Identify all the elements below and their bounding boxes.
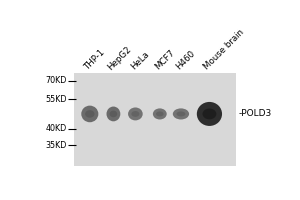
Text: THP-1: THP-1 bbox=[83, 48, 108, 72]
Text: -POLD3: -POLD3 bbox=[238, 109, 272, 118]
Ellipse shape bbox=[106, 107, 120, 121]
Ellipse shape bbox=[156, 111, 164, 116]
Text: 70KD: 70KD bbox=[45, 76, 67, 85]
Ellipse shape bbox=[153, 108, 167, 119]
Text: 55KD: 55KD bbox=[45, 95, 67, 104]
Ellipse shape bbox=[176, 111, 185, 116]
Ellipse shape bbox=[131, 111, 140, 117]
Ellipse shape bbox=[81, 106, 98, 122]
Ellipse shape bbox=[85, 110, 94, 118]
Ellipse shape bbox=[202, 109, 216, 119]
FancyBboxPatch shape bbox=[74, 73, 236, 166]
Text: 35KD: 35KD bbox=[45, 141, 67, 150]
Ellipse shape bbox=[128, 107, 143, 120]
Text: Mouse brain: Mouse brain bbox=[202, 28, 246, 72]
Ellipse shape bbox=[197, 102, 222, 126]
Ellipse shape bbox=[173, 108, 189, 119]
Text: 40KD: 40KD bbox=[45, 124, 67, 133]
Text: H460: H460 bbox=[175, 49, 197, 72]
Text: HepG2: HepG2 bbox=[106, 44, 134, 72]
Text: HeLa: HeLa bbox=[129, 50, 151, 72]
Text: MCF7: MCF7 bbox=[153, 48, 177, 72]
Ellipse shape bbox=[110, 111, 117, 117]
